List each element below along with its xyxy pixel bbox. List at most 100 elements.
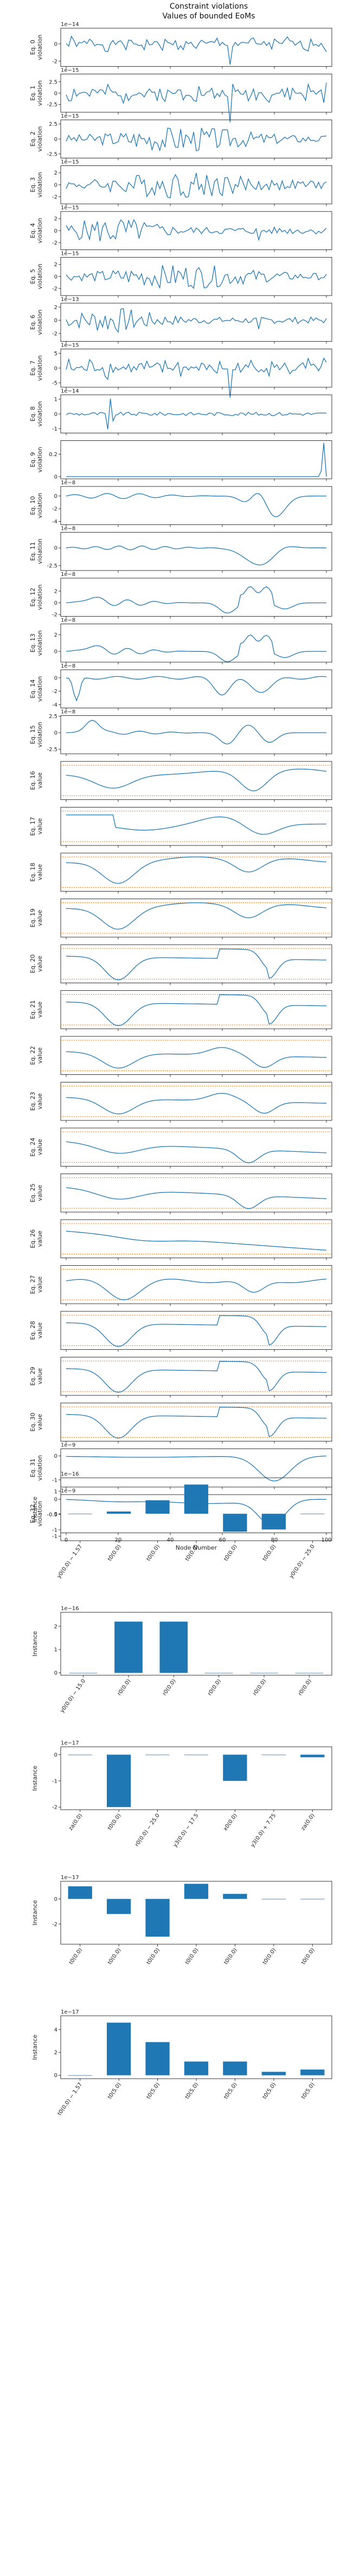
x-tick-label: t0(0.0) xyxy=(223,1947,239,1965)
y-tick-label: -1 xyxy=(52,426,57,432)
y-tick-label: 2 xyxy=(54,216,57,222)
scale-label: 1e−8 xyxy=(61,709,75,715)
y-tick-label: 0 xyxy=(54,730,57,736)
subplot-stack: -2 0 1e−14 Eq. 0violation -2.5 0 2.5 1e−15 Eq. 1… xyxy=(29,22,332,2117)
subplot-24: Eq. 24value xyxy=(29,1127,332,1169)
subplot-17: Eq. 17value xyxy=(29,807,332,848)
series-line xyxy=(66,127,327,152)
bar xyxy=(223,1894,247,1899)
axes-frame xyxy=(60,669,332,708)
scale-label: 1e−8 xyxy=(61,526,75,532)
y-tick-label: 0 xyxy=(54,649,57,655)
y-tick-label: 1 xyxy=(54,1489,57,1495)
axes-frame xyxy=(60,532,332,571)
bar xyxy=(300,1754,325,1758)
y-axis-label: Eq. 5violation xyxy=(29,264,43,289)
y-tick-label: -2 xyxy=(52,240,57,246)
bar xyxy=(69,1673,98,1674)
axes-frame xyxy=(60,1402,332,1441)
axes-frame xyxy=(60,715,332,754)
y-tick-label: -2 xyxy=(52,1805,57,1811)
y-tick-label: 0 xyxy=(54,1896,57,1902)
axes-frame xyxy=(60,1127,332,1167)
axes-frame xyxy=(60,624,332,663)
series-line xyxy=(66,82,327,123)
scale-label: 1e−8 xyxy=(61,618,75,624)
y-tick-label: 2 xyxy=(54,262,57,268)
axes-frame xyxy=(60,1449,332,1488)
y-axis-label: Instance xyxy=(31,1496,38,1522)
x-tick-label: 100 xyxy=(321,1537,331,1543)
x-tick-label: t0(0.0) xyxy=(107,1543,123,1562)
series-line xyxy=(66,720,326,745)
axes-frame xyxy=(60,853,332,892)
x-tick-label: 80 xyxy=(271,1537,278,1543)
x-tick-label: r0(0.0) − 25.0 xyxy=(134,1812,161,1848)
y-tick-label: -4 xyxy=(52,702,57,708)
series-line xyxy=(66,398,327,430)
axes-frame xyxy=(60,486,332,525)
y-tick-label: 0 xyxy=(54,91,57,97)
x-tick-label: t0(0.0) xyxy=(184,1947,200,1965)
subplot-23: Eq. 23value xyxy=(29,1082,332,1123)
x-tick-label: 0 xyxy=(65,1537,68,1543)
y-tick-label: 0 xyxy=(54,474,57,480)
axes-frame xyxy=(60,1219,332,1258)
series-line xyxy=(66,443,327,477)
y-tick-label: 0 xyxy=(54,2073,57,2079)
series-line xyxy=(66,1231,327,1251)
series-line xyxy=(66,1361,327,1393)
y-axis-label: Eq. 24value xyxy=(29,1138,43,1157)
series-line xyxy=(66,265,327,290)
x-tick-label: t0(0.0) xyxy=(262,1947,278,1965)
bar xyxy=(107,2022,131,2075)
series-line xyxy=(66,493,326,517)
y-tick-label: 0 xyxy=(54,318,57,324)
y-tick-label: -1 xyxy=(52,1534,57,1540)
y-tick-label: -2 xyxy=(52,194,57,200)
series-line xyxy=(66,1141,327,1163)
bar xyxy=(300,2069,325,2075)
y-tick-label: -2 xyxy=(52,689,57,695)
y-tick-label: -2 xyxy=(52,507,57,512)
x-tick-label: t0(5.0) xyxy=(300,2081,316,2100)
y-axis-label: Eq. 29value xyxy=(29,1367,43,1386)
y-axis-label: Eq. 6violation xyxy=(29,310,43,335)
bar xyxy=(223,1754,247,1781)
subplot-19: Eq. 19value xyxy=(29,899,332,939)
y-axis-label: Eq. 19value xyxy=(29,908,43,927)
subplot-4: -2 0 2 1e−15 Eq. 4violation xyxy=(29,205,332,252)
y-axis-label: Eq. 25value xyxy=(29,1183,43,1202)
axes-frame xyxy=(60,1036,332,1075)
series-line xyxy=(66,308,327,333)
axes-frame xyxy=(60,1311,332,1350)
subplot-5: -2 0 2 1e−15 Eq. 5violation xyxy=(29,251,332,298)
x-tick-label: za(0.0) xyxy=(68,1812,83,1831)
subplot-0: -2 0 1e−14 Eq. 0violation xyxy=(29,22,332,69)
y-tick-label: 0 xyxy=(54,228,57,234)
x-tick-label: t0(5.0) xyxy=(262,2081,278,2100)
y-axis-label: Eq. 10violation xyxy=(29,493,43,518)
bar xyxy=(261,1514,286,1530)
series-line xyxy=(66,814,326,835)
y-axis-label: Eq. 15violation xyxy=(29,722,43,747)
y-tick-label: -1 xyxy=(52,1527,57,1533)
y-axis-label: Eq. 11violation xyxy=(29,539,43,564)
y-tick-label: 2 xyxy=(54,305,57,311)
subplot-10: -4 -2 0 1e−8 Eq. 10violation xyxy=(29,480,332,527)
bar xyxy=(261,2072,286,2075)
x-tick-label: y3(0.0) + 7.75 xyxy=(249,1812,277,1848)
bar xyxy=(107,1511,131,1514)
y-tick-label: 2.5 xyxy=(49,714,57,720)
axes-frame xyxy=(60,990,332,1029)
series-line xyxy=(66,1047,327,1069)
y-tick-label: 0 xyxy=(54,1670,57,1676)
figure-title-line-2: Values of bounded EoMs xyxy=(163,12,255,21)
bar xyxy=(184,2061,209,2075)
y-tick-label: -2 xyxy=(52,1921,57,1927)
y-tick-label: 5 xyxy=(54,351,57,357)
y-tick-label: 0 xyxy=(54,1511,57,1517)
series-line xyxy=(66,1278,327,1300)
